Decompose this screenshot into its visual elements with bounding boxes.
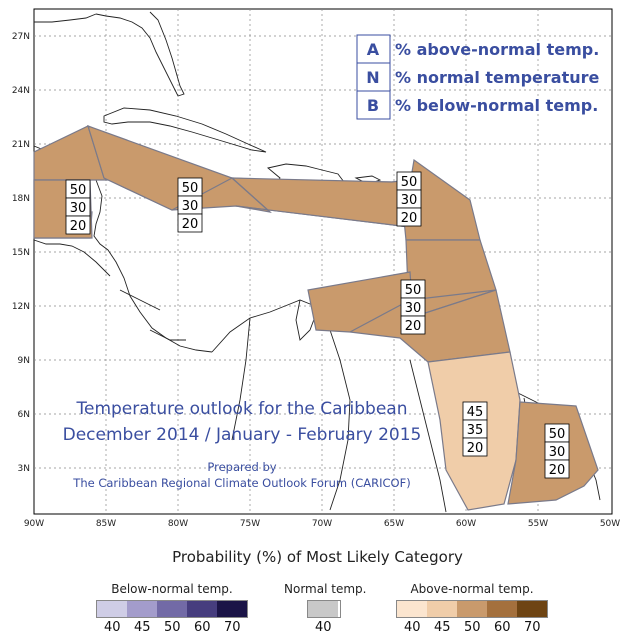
below-normal-value: 20 xyxy=(467,441,484,456)
lat-label: 3N xyxy=(18,464,30,474)
lon-label: 90W xyxy=(24,519,44,529)
legend-below-swatches xyxy=(96,600,248,618)
legend-swatch xyxy=(308,601,338,617)
legend-value: 45 xyxy=(134,620,151,635)
key-letter-below: B xyxy=(367,96,379,115)
legend-value: 70 xyxy=(524,620,541,635)
below-normal-value: 20 xyxy=(405,319,422,334)
lat-label: 18N xyxy=(12,194,30,204)
legend-value: 50 xyxy=(164,620,181,635)
lat-label: 6N xyxy=(18,410,30,420)
probability-box: 50 30 20 xyxy=(400,279,426,335)
legend-below-normal: Below-normal temp. 40 45 50 60 70 xyxy=(96,582,248,635)
legend-value: 70 xyxy=(224,620,241,635)
lon-label: 70W xyxy=(312,519,332,529)
lat-label: 9N xyxy=(18,356,30,366)
above-normal-value: 50 xyxy=(70,183,87,198)
above-normal-value: 50 xyxy=(405,283,422,298)
legend-below-title: Below-normal temp. xyxy=(111,582,233,596)
above-normal-value: 50 xyxy=(401,175,418,190)
lon-label: 75W xyxy=(240,519,260,529)
probability-box: 45 35 20 xyxy=(462,401,488,457)
latitude-labels: 27N 24N 21N 18N 15N 12N 9N 6N 3N xyxy=(12,32,30,474)
key-text-below: % below-normal temp. xyxy=(395,96,598,115)
legend-value: 40 xyxy=(404,620,421,635)
below-normal-value: 20 xyxy=(549,463,566,478)
lat-label: 21N xyxy=(12,140,30,150)
legend-normal: Normal temp. 40 xyxy=(284,582,366,635)
legend-value: 45 xyxy=(434,620,451,635)
credit-organization: The Caribbean Regional Climate Outlook F… xyxy=(72,476,410,490)
key-text-above: % above-normal temp. xyxy=(395,40,599,59)
legend-value: 60 xyxy=(194,620,211,635)
legend-swatch xyxy=(127,601,157,617)
legend-above-title: Above-normal temp. xyxy=(410,582,534,596)
legend-value: 50 xyxy=(464,620,481,635)
legend-value: 40 xyxy=(315,620,332,635)
legend-normal-swatches xyxy=(307,600,341,618)
lat-label: 15N xyxy=(12,248,30,258)
map-subtitle: December 2014 / January - February 2015 xyxy=(63,425,422,445)
normal-value: 30 xyxy=(182,199,199,214)
lon-label: 80W xyxy=(168,519,188,529)
legend-swatch xyxy=(397,601,427,617)
legend-heading: Probability (%) of Most Likely Category xyxy=(172,548,463,566)
lon-label: 55W xyxy=(528,519,548,529)
lat-label: 24N xyxy=(12,86,30,96)
legend-normal-title: Normal temp. xyxy=(284,582,367,596)
lat-label: 27N xyxy=(12,32,30,42)
normal-value: 30 xyxy=(70,201,87,216)
legend-above-values: 40 45 50 60 70 xyxy=(396,620,548,635)
below-normal-value: 20 xyxy=(182,217,199,232)
normal-value: 30 xyxy=(401,193,418,208)
probability-box: 50 30 20 xyxy=(65,179,91,235)
legend-swatch xyxy=(187,601,217,617)
normal-value: 30 xyxy=(549,445,566,460)
lon-label: 65W xyxy=(384,519,404,529)
probability-box: 50 30 20 xyxy=(177,177,203,233)
category-key: A N B % above-normal temp. % normal temp… xyxy=(356,34,599,120)
above-normal-value: 50 xyxy=(182,181,199,196)
probability-legend: Probability (%) of Most Likely Category … xyxy=(0,540,635,638)
above-normal-value: 50 xyxy=(549,427,566,442)
legend-value: 60 xyxy=(494,620,511,635)
above-normal-value: 45 xyxy=(467,405,484,420)
legend-swatch xyxy=(97,601,127,617)
key-text-normal: % normal temperature xyxy=(395,68,599,87)
key-letter-normal: N xyxy=(366,68,379,87)
key-letter-above: A xyxy=(367,40,380,59)
legend-swatch xyxy=(217,601,247,617)
lon-label: 60W xyxy=(456,519,476,529)
lon-label: 85W xyxy=(96,519,116,529)
caribbean-map: 27N 24N 21N 18N 15N 12N 9N 6N 3N 90W 85W… xyxy=(12,8,620,529)
legend-below-values: 40 45 50 60 70 xyxy=(96,620,248,635)
legend-swatch xyxy=(427,601,457,617)
below-normal-value: 20 xyxy=(401,211,418,226)
normal-value: 35 xyxy=(467,423,484,438)
longitude-labels: 90W 85W 80W 75W 70W 65W 60W 55W 50W xyxy=(24,519,620,529)
legend-swatch xyxy=(487,601,517,617)
legend-above-normal: Above-normal temp. 40 45 50 60 70 xyxy=(396,582,548,635)
map-title: Temperature outlook for the Caribbean xyxy=(75,399,407,419)
lat-label: 12N xyxy=(12,302,30,312)
lon-label: 50W xyxy=(600,519,620,529)
legend-swatch xyxy=(457,601,487,617)
normal-value: 30 xyxy=(405,301,422,316)
probability-box: 50 30 20 xyxy=(544,423,570,479)
below-normal-value: 20 xyxy=(70,219,87,234)
probability-box: 50 30 20 xyxy=(396,171,422,227)
legend-swatch xyxy=(517,601,547,617)
legend-above-swatches xyxy=(396,600,548,618)
legend-swatch xyxy=(157,601,187,617)
legend-normal-values: 40 xyxy=(307,620,366,635)
credit-prepared-by: Prepared by xyxy=(207,460,276,474)
legend-value: 40 xyxy=(104,620,121,635)
